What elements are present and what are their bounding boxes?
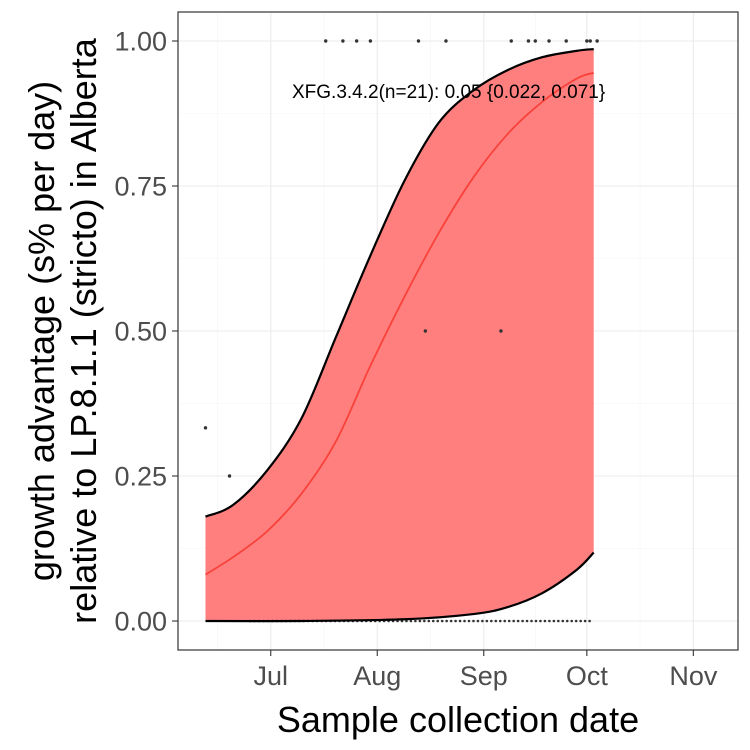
y-tick-label: 0.00 <box>114 607 167 637</box>
observation-point <box>509 39 513 43</box>
observation-point-zero <box>476 619 480 623</box>
observation-point-zero <box>423 619 426 623</box>
observation-point-zero <box>498 619 502 623</box>
observation-point <box>203 426 208 430</box>
observation-point <box>444 39 448 43</box>
observation-point-zero <box>405 619 408 623</box>
observation-point-zero <box>539 619 542 623</box>
observation-point-zero <box>570 619 574 623</box>
observation-point-zero <box>418 619 422 623</box>
observation-point <box>588 39 592 43</box>
observation-point <box>499 329 503 333</box>
observation-point <box>341 39 345 43</box>
x-axis-title: Sample collection date <box>277 699 639 740</box>
observation-point-zero <box>548 619 551 623</box>
observation-point-zero <box>512 619 515 623</box>
observation-point-zero <box>458 619 462 623</box>
observation-point-zero <box>436 619 440 623</box>
y-tick-label: 0.50 <box>114 317 167 347</box>
observation-point <box>423 329 428 333</box>
observation-point-zero <box>521 619 524 623</box>
observation-point-zero <box>449 619 453 623</box>
x-axis: Jul Aug Sep Oct Nov <box>254 650 718 691</box>
observation-point-zero <box>494 619 498 623</box>
observation-point-zero <box>565 619 569 623</box>
observation-point-zero <box>481 619 484 623</box>
y-tick-label: 1.00 <box>114 27 167 57</box>
observation-point-zero <box>579 619 582 623</box>
x-tick-label: Aug <box>353 661 401 691</box>
y-axis: 0.00 0.25 0.50 0.75 1.00 <box>114 27 178 637</box>
observation-point-zero <box>463 619 466 623</box>
y-axis-title-line2: relative to LP.8.1.1 (stricto) in Albert… <box>63 37 104 624</box>
observation-point-zero <box>440 619 444 623</box>
fit-line <box>205 72 594 576</box>
observation-point <box>354 39 359 43</box>
observation-point <box>595 39 599 43</box>
observation-point-zero <box>414 619 417 623</box>
confidence-band <box>205 49 594 622</box>
observation-point-zero <box>445 619 448 623</box>
ci-upper-line <box>205 48 594 518</box>
observation-point-zero <box>485 619 489 623</box>
observation-point <box>368 39 373 43</box>
observation-point-zero <box>427 619 431 623</box>
observation-point-zero <box>557 619 560 623</box>
x-tick-label: Jul <box>254 661 289 691</box>
observation-point-zero <box>503 619 507 623</box>
y-tick-label: 0.75 <box>114 172 167 202</box>
observation-point-zero <box>472 619 475 623</box>
observation-point <box>564 39 568 43</box>
model-annotation: XFG.3.4.2(n=21): 0.05 {0.022, 0.071} <box>292 82 605 103</box>
observation-point-zero <box>543 619 547 623</box>
observation-point-zero <box>507 619 511 623</box>
observation-point-zero <box>490 619 493 623</box>
observation-point <box>227 474 232 478</box>
y-tick-label: 0.25 <box>114 462 167 492</box>
observation-point-zero <box>530 619 533 623</box>
observation-point <box>526 39 531 43</box>
observation-point-zero <box>431 619 435 623</box>
observation-point-zero <box>467 619 471 623</box>
observation-point-zero <box>525 619 529 623</box>
observation-point-zero <box>588 619 591 623</box>
x-tick-label: Oct <box>566 661 609 691</box>
observation-point-zero <box>552 619 556 623</box>
observation-point <box>585 39 589 43</box>
observation-point <box>547 39 551 43</box>
observation-point <box>324 39 328 43</box>
x-tick-label: Nov <box>669 661 718 691</box>
observation-point-zero <box>454 619 457 623</box>
observation-point-zero <box>409 619 413 623</box>
observation-point <box>533 39 538 43</box>
x-tick-label: Sep <box>460 661 508 691</box>
observation-point-zero <box>534 619 538 623</box>
observation-point <box>416 39 421 43</box>
ci-lower-line <box>205 551 595 623</box>
y-axis-title-line1: growth advantage (s% per day) <box>21 81 62 581</box>
observation-point-zero <box>561 619 565 623</box>
observation-point-zero <box>583 619 587 623</box>
observation-point-zero <box>516 619 520 623</box>
observation-point-zero <box>574 619 578 623</box>
